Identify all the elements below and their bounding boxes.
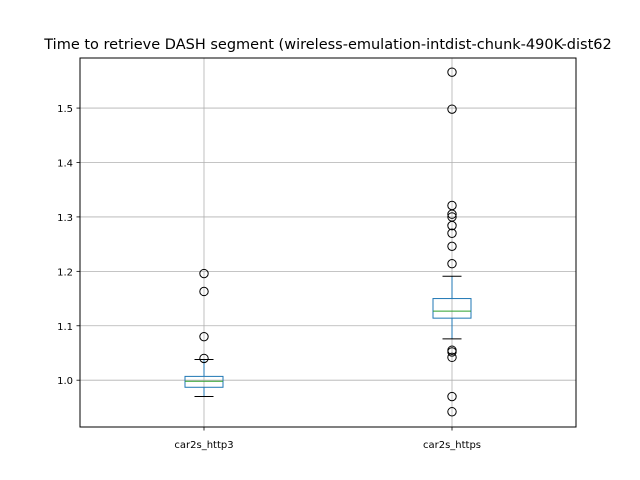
outlier-point (447, 104, 457, 114)
y-tick-label: 1.5 (57, 104, 73, 115)
grid (80, 58, 576, 427)
y-tick-label: 1.0 (57, 376, 73, 387)
outlier-point (447, 391, 457, 402)
y-tick-label: 1.2 (57, 267, 73, 278)
outlier-point (447, 200, 457, 211)
outlier-point (447, 345, 457, 355)
outlier-point (447, 352, 457, 363)
outlier-point (447, 67, 457, 77)
outlier-point (199, 286, 209, 297)
y-tick-label: 1.4 (57, 158, 73, 169)
plot-frame (79, 57, 577, 428)
x-tick-label: car2s_http3 (174, 440, 233, 451)
outlier-point (447, 407, 457, 417)
chart-title: Time to retrieve DASH segment (wireless-… (43, 37, 611, 53)
box-iqr (432, 298, 472, 319)
box-iqr (184, 375, 224, 388)
outlier-point (199, 268, 209, 279)
x-tick-label: car2s_https (423, 440, 481, 451)
outlier-point (199, 353, 209, 364)
plot-area (80, 58, 576, 427)
x-axis: car2s_http3 car2s_https (174, 427, 481, 451)
y-tick-label: 1.1 (57, 322, 73, 333)
box-group-car2s_http3 (184, 268, 224, 398)
boxes (184, 67, 472, 417)
outlier-point (447, 212, 457, 222)
y-tick-label: 1.3 (57, 213, 73, 224)
box-group-car2s_https (432, 67, 472, 417)
outlier-point (447, 259, 457, 269)
y-axis: 1.0 1.1 1.2 1.3 1.4 1.5 (57, 104, 80, 387)
outlier-point (199, 331, 209, 342)
outlier-point (447, 241, 457, 252)
outlier-point (447, 228, 457, 238)
